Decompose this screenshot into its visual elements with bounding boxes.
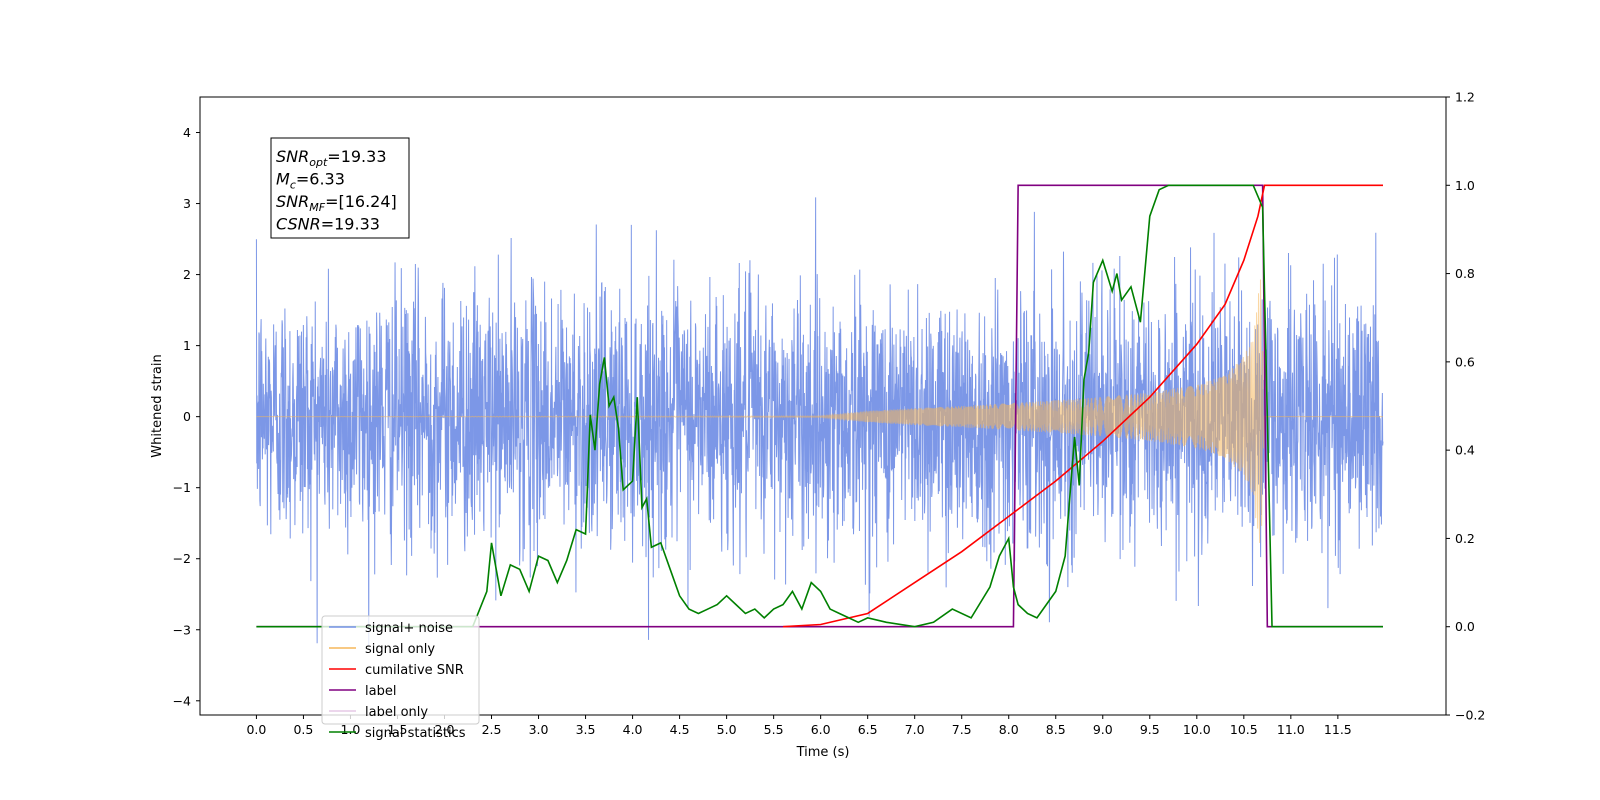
y-tick-label-right: 1.2 — [1455, 90, 1475, 105]
x-tick-label: 0.5 — [293, 722, 313, 737]
legend-label: label only — [365, 705, 428, 720]
y-tick-label-right: 0.2 — [1455, 531, 1475, 546]
x-tick-label: 5.0 — [717, 722, 737, 737]
y-tick-label-left: 2 — [183, 267, 191, 282]
y-tick-label-left: 4 — [183, 125, 191, 140]
annotation-line: Mc=6.33 — [276, 170, 345, 192]
legend: signal+ noise signal only cumilative SNR la… — [321, 615, 480, 741]
legend-label: signal only — [365, 642, 435, 657]
legend-frame — [321, 615, 480, 725]
legend-label: signal+ noise — [365, 621, 453, 636]
annotation-frame — [270, 137, 410, 239]
x-tick-label: 8.5 — [1046, 722, 1066, 737]
y-axis-label-left: Whitened strain — [150, 354, 165, 457]
x-tick-label: 1.5 — [388, 722, 408, 737]
x-axis-label: Time (s) — [796, 745, 850, 760]
x-tick-label: 0.0 — [246, 722, 266, 737]
axes: 0.0 0.5 1.0 1.5 2.0 2.5 3.0 3.5 4.0 4.5 5.0 5.5 6.0 6… — [173, 90, 1486, 738]
x-tick-label: 2.0 — [435, 722, 455, 737]
series-signal-only — [256, 279, 1383, 543]
x-tick-label: 9.5 — [1140, 722, 1160, 737]
x-tick-label: 10.5 — [1230, 722, 1258, 737]
x-tick-label: 5.5 — [764, 722, 784, 737]
x-tick-label: 7.0 — [905, 722, 925, 737]
x-tick-label: 11.0 — [1277, 722, 1305, 737]
y-tick-label-right: 0.0 — [1455, 619, 1475, 634]
y-tick-label-left: 1 — [183, 338, 191, 353]
x-tick-label: 2.5 — [482, 722, 502, 737]
annotation-line: CSNR=19.33 — [276, 215, 380, 234]
x-tick-label: 6.5 — [858, 722, 878, 737]
y-tick-label-right: 0.4 — [1455, 443, 1475, 458]
y-tick-label-right: 0.6 — [1455, 354, 1475, 369]
y-tick-label-left: −3 — [173, 622, 191, 637]
series-signal-noise — [255, 197, 1384, 647]
legend-label: cumilative SNR — [365, 663, 464, 678]
y-tick-label-left: −1 — [173, 480, 191, 495]
y-tick-label-left: −4 — [173, 693, 191, 708]
y-tick-label-left: 3 — [183, 196, 191, 211]
legend-label: label — [365, 684, 396, 699]
x-tick-label: 9.0 — [1093, 722, 1113, 737]
x-tick-label: 11.5 — [1324, 722, 1352, 737]
y-tick-label-left: 0 — [183, 409, 191, 424]
x-tick-label: 10.0 — [1183, 722, 1211, 737]
x-tick-label: 8.0 — [999, 722, 1019, 737]
x-tick-label: 6.0 — [811, 722, 831, 737]
x-tick-label: 4.0 — [623, 722, 643, 737]
y-tick-label-left: −2 — [173, 551, 191, 566]
y-tick-label-right: 1.0 — [1455, 178, 1475, 193]
axes-frame — [199, 96, 1447, 716]
x-tick-label: 3.5 — [576, 722, 596, 737]
x-tick-label: 3.0 — [529, 722, 549, 737]
series-cumulative-snr — [782, 184, 1383, 628]
x-tick-label: 4.5 — [670, 722, 690, 737]
annotation-line: SNRMF=[16.24] — [276, 192, 397, 214]
annotation-box: SNRopt=19.33Mc=6.33SNRMF=[16.24]CSNR=19.… — [270, 137, 410, 239]
y-tick-label-right: −0.2 — [1455, 708, 1485, 723]
x-tick-label: 1.0 — [341, 722, 361, 737]
legend-label: signal statistics — [365, 726, 466, 741]
x-tick-label: 7.5 — [952, 722, 972, 737]
plot-area — [255, 184, 1384, 647]
series-signal-statistics — [256, 184, 1383, 628]
y-tick-label-right: 0.8 — [1455, 266, 1475, 281]
annotation-line: SNRopt=19.33 — [276, 147, 387, 169]
